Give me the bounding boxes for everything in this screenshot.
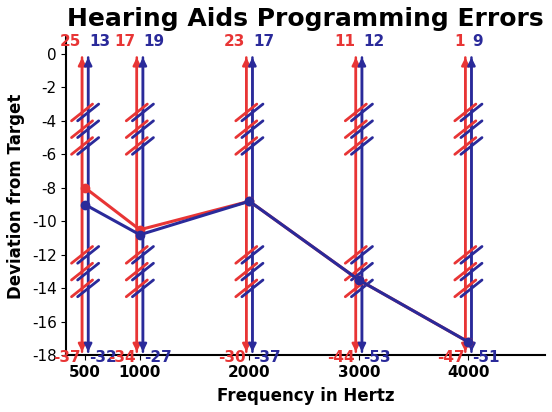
Y-axis label: Deviation from Target: Deviation from Target	[7, 94, 25, 299]
Text: -47: -47	[437, 350, 464, 365]
Text: 12: 12	[363, 34, 384, 49]
Text: -53: -53	[363, 350, 390, 365]
X-axis label: Frequency in Hertz: Frequency in Hertz	[217, 387, 395, 405]
Text: 17: 17	[115, 34, 136, 49]
Text: -37: -37	[54, 350, 81, 365]
Text: -44: -44	[327, 350, 355, 365]
Text: -51: -51	[473, 350, 500, 365]
Text: -37: -37	[253, 350, 281, 365]
Text: 19: 19	[144, 34, 165, 49]
Text: 9: 9	[473, 34, 483, 49]
Text: -32: -32	[89, 350, 117, 365]
Text: -34: -34	[108, 350, 136, 365]
Text: 17: 17	[253, 34, 274, 49]
Text: 1: 1	[454, 34, 464, 49]
Title: Hearing Aids Programming Errors: Hearing Aids Programming Errors	[67, 7, 544, 31]
Text: 23: 23	[224, 34, 246, 49]
Text: 13: 13	[89, 34, 110, 49]
Text: 25: 25	[60, 34, 81, 49]
Text: -27: -27	[144, 350, 172, 365]
Text: 11: 11	[334, 34, 355, 49]
Text: -30: -30	[218, 350, 246, 365]
